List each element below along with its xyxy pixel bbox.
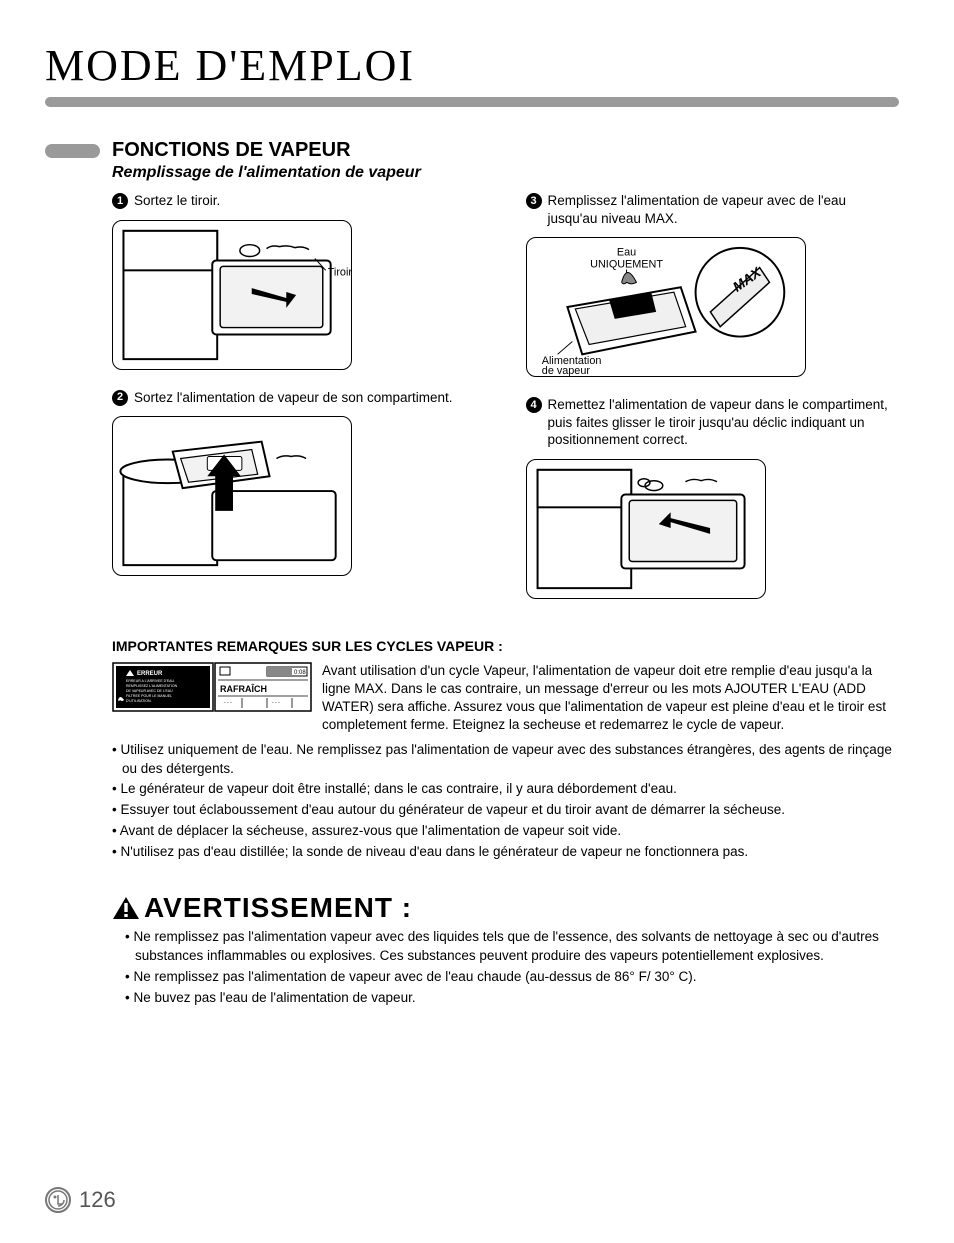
step-1-text: Sortez le tiroir.: [134, 192, 220, 210]
fig1-label-tiroir: Tiroir: [328, 266, 352, 278]
warning-triangle-icon: [112, 896, 140, 920]
svg-text:- - -: - - -: [272, 700, 280, 706]
page-footer: 126: [45, 1187, 116, 1213]
panel-rafraich: RAFRAÎCH: [220, 683, 267, 694]
figure-step-3: Eau UNIQUEMENT MAX Alimentation de vapeu…: [526, 237, 806, 377]
svg-text:- - -: - - -: [224, 700, 232, 706]
section-pill-icon: [45, 144, 100, 158]
step-3: 3 Remplissez l'alimentation de vapeur av…: [526, 192, 900, 227]
panel-msg5: D'UTILISATION.: [126, 699, 152, 703]
step-2-badge: 2: [112, 390, 128, 406]
step-4-text: Remettez l'alimentation de vapeur dans l…: [548, 396, 900, 449]
notes-b3: Essuyer tout éclaboussement d'eau autour…: [112, 801, 899, 820]
warning-header: AVERTISSEMENT :: [112, 892, 899, 924]
step-1-badge: 1: [112, 193, 128, 209]
fig3-label-eau: Eau: [616, 247, 635, 259]
left-column: 1 Sortez le tiroir. Tiroir 2 Sortez l'al…: [112, 192, 486, 618]
step-1: 1 Sortez le tiroir.: [112, 192, 486, 210]
warning-title: AVERTISSEMENT :: [144, 892, 412, 924]
notes-intro: Avant utilisation d'un cycle Vapeur, l'a…: [322, 662, 899, 735]
notes-b5: N'utilisez pas d'eau distillée; la sonde…: [112, 843, 899, 862]
title-underline: [45, 97, 899, 107]
page-number: 126: [79, 1187, 116, 1213]
right-column: 3 Remplissez l'alimentation de vapeur av…: [526, 192, 900, 618]
notes-b1: Utilisez uniquement de l'eau. Ne remplis…: [112, 741, 899, 779]
figure-step-4: [526, 459, 766, 599]
panel-msg3: DE VAPEUR AVEC DE L'EAU: [126, 689, 173, 693]
panel-msg2: REMPLISSEZ L'ALIMENTATION: [126, 684, 178, 688]
steps-columns: 1 Sortez le tiroir. Tiroir 2 Sortez l'al…: [112, 192, 899, 618]
warning-bullets: Ne remplissez pas l'alimentation vapeur …: [125, 928, 899, 1008]
section-title: FONCTIONS DE VAPEUR: [112, 139, 351, 162]
notes-b2: Le générateur de vapeur doit être instal…: [112, 780, 899, 799]
figure-step-1: Tiroir: [112, 220, 352, 370]
step-2: 2 Sortez l'alimentation de vapeur de son…: [112, 389, 486, 407]
warn-b1: Ne remplissez pas l'alimentation vapeur …: [125, 928, 899, 966]
notes-title: IMPORTANTES REMARQUES SUR LES CYCLES VAP…: [112, 638, 899, 654]
step-4-badge: 4: [526, 397, 542, 413]
lg-logo-icon: [45, 1187, 71, 1213]
notes-b4: Avant de déplacer la sécheuse, assurez-v…: [112, 822, 899, 841]
notes-bullets: Utilisez uniquement de l'eau. Ne remplis…: [112, 741, 899, 862]
step-3-text: Remplissez l'alimentation de vapeur avec…: [548, 192, 900, 227]
step-4: 4 Remettez l'alimentation de vapeur dans…: [526, 396, 900, 449]
fig3-label-alim2: de vapeur: [541, 365, 590, 377]
step-2-text: Sortez l'alimentation de vapeur de son c…: [134, 389, 453, 407]
fig3-label-uniquement: UNIQUEMENT: [590, 259, 663, 271]
control-panel-figure: ERREUR ERREUR A L'ARRIVEE D'EAU. REMPLIS…: [112, 662, 312, 712]
notes-intro-row: ERREUR ERREUR A L'ARRIVEE D'EAU. REMPLIS…: [112, 662, 899, 735]
section-header: FONCTIONS DE VAPEUR: [45, 139, 899, 162]
panel-msg4: FILTREE POUR LE MANUEL: [126, 694, 172, 698]
panel-msg1: ERREUR A L'ARRIVEE D'EAU.: [126, 679, 175, 683]
panel-erreur: ERREUR: [137, 671, 163, 677]
page-title: MODE D'EMPLOI: [45, 40, 899, 91]
panel-time: 0:08: [294, 670, 306, 676]
warn-b3: Ne buvez pas l'eau de l'alimentation de …: [125, 989, 899, 1008]
section-subtitle: Remplissage de l'alimentation de vapeur: [112, 164, 899, 182]
step-3-badge: 3: [526, 193, 542, 209]
figure-step-2: [112, 416, 352, 576]
warn-b2: Ne remplissez pas l'alimentation de vape…: [125, 968, 899, 987]
